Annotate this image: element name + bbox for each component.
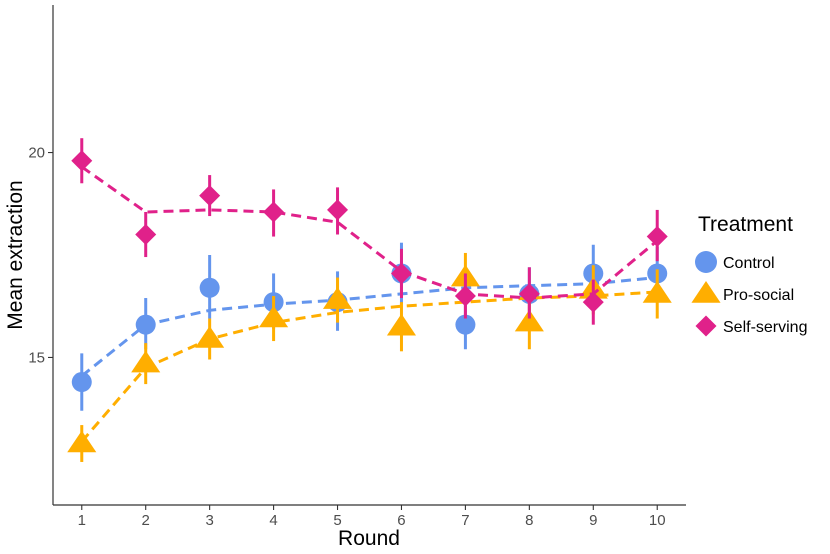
data-point (327, 199, 349, 221)
legend-label: Self-serving (723, 319, 807, 336)
data-point (71, 150, 93, 172)
legend-label: Pro-social (723, 287, 794, 304)
y-tick-label: 20 (28, 145, 45, 162)
x-tick-label: 2 (142, 512, 150, 529)
data-point (199, 185, 221, 207)
data-point (131, 350, 161, 373)
data-point (642, 280, 672, 303)
data-point (455, 314, 476, 335)
legend: Treatment Control Pro-social Self-serving (691, 213, 807, 337)
data-point (646, 226, 668, 248)
series-self-serving (71, 138, 668, 325)
x-axis-ticks: 1 2 3 4 5 6 7 8 9 10 (78, 505, 666, 529)
plot-area (67, 138, 672, 462)
x-tick-label: 6 (397, 512, 405, 529)
legend-marker (695, 315, 717, 337)
y-tick-label: 15 (28, 349, 45, 366)
series-control (71, 242, 668, 411)
fitted-line (80, 276, 658, 378)
fitted-line (80, 290, 658, 443)
data-point (259, 305, 289, 328)
y-axis-title: Mean extraction (4, 180, 27, 329)
x-tick-label: 9 (589, 512, 597, 529)
data-point (386, 313, 417, 336)
data-point (67, 430, 97, 453)
data-point (390, 262, 412, 284)
legend-marker (691, 281, 721, 303)
data-point (199, 277, 220, 298)
data-point (322, 287, 353, 309)
fitted-line (80, 165, 659, 300)
data-point (195, 326, 225, 348)
legend-item: Pro-social (691, 281, 794, 304)
data-point (71, 372, 92, 393)
x-tick-label: 5 (333, 512, 341, 529)
x-tick-label: 1 (78, 512, 86, 529)
x-tick-label: 3 (205, 512, 213, 529)
legend-item: Control (695, 251, 775, 273)
legend-items: Control Pro-social Self-serving (691, 251, 807, 337)
x-tick-label: 4 (269, 512, 277, 529)
axes (52, 5, 686, 506)
data-point (135, 224, 157, 246)
data-point (263, 201, 285, 223)
x-tick-label: 8 (525, 512, 533, 529)
x-axis-title: Round (338, 527, 400, 550)
legend-label: Control (723, 255, 775, 272)
legend-item: Self-serving (695, 315, 807, 337)
data-point (582, 291, 604, 313)
data-point (514, 309, 544, 332)
legend-marker (695, 251, 717, 273)
data-point (135, 314, 156, 335)
x-tick-label: 10 (649, 512, 666, 529)
legend-title: Treatment (698, 213, 793, 236)
data-point (454, 285, 476, 307)
x-tick-label: 7 (461, 512, 469, 529)
data-point (518, 283, 540, 305)
